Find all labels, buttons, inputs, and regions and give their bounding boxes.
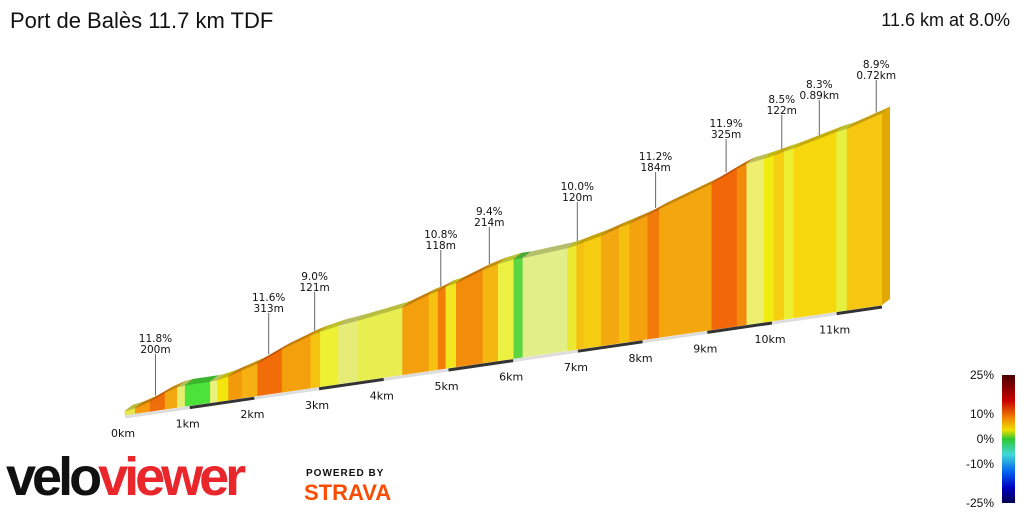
profile-segment <box>793 131 838 319</box>
annotation-gradient: 11.2% <box>639 151 672 163</box>
distance-scale-bar <box>124 406 190 419</box>
profile-segment <box>746 158 765 325</box>
distance-scale-bar <box>189 396 255 410</box>
veloviewer-logo[interactable]: veloviewer <box>6 447 246 507</box>
profile-segment <box>773 150 785 322</box>
annotation-length: 184m <box>640 162 670 174</box>
profile-segment <box>846 112 883 311</box>
climb-summary: 11.6 km at 8.0% <box>881 10 1010 30</box>
distance-tick-label: 2km <box>240 408 264 421</box>
annotation-gradient: 11.6% <box>252 292 285 304</box>
distance-scale-bar <box>383 368 449 381</box>
distance-scale-bar <box>707 321 773 334</box>
profile-segment <box>711 168 738 331</box>
annotation-gradient: 10.0% <box>561 181 594 193</box>
annotation-gradient: 8.9% <box>863 59 890 71</box>
profile-segment <box>310 331 321 389</box>
distance-scale-bar <box>642 330 708 344</box>
profile-segment <box>736 163 748 327</box>
profile-segment <box>177 384 186 408</box>
profile-segment <box>338 320 359 385</box>
annotations: 11.8%200m 11.6%313m 9.0%121m 10.8%118m 9.4%2… <box>139 59 896 396</box>
distance-tick-label: 8km <box>629 352 653 365</box>
profile-segment <box>281 334 311 393</box>
legend-tick-label: 0% <box>977 432 995 446</box>
strava-logo[interactable]: STRAVA <box>304 480 392 505</box>
distance-tick-label: 5km <box>434 380 458 393</box>
profile-segment <box>210 379 218 403</box>
annotation-gradient: 9.0% <box>301 271 328 283</box>
distance-tick-label: 10km <box>754 333 785 346</box>
profile-segment <box>763 154 775 323</box>
annotation-length: 121m <box>299 282 329 294</box>
distance-scale-bar <box>577 340 643 353</box>
profile-segment <box>482 263 499 364</box>
profile-segment <box>647 208 660 340</box>
annotation-gradient: 11.9% <box>709 118 742 130</box>
distance-tick-label: 9km <box>693 342 717 355</box>
profile-segment <box>619 222 630 344</box>
distance-tick-label: 4km <box>370 389 394 402</box>
gradient-legend: 25% 10% 0% -10% -25% <box>966 368 1015 510</box>
annotation-length: 118m <box>426 240 456 252</box>
annotation-length: 200m <box>140 344 170 356</box>
profile-segment <box>836 128 848 312</box>
distance-scale-bar <box>254 387 320 400</box>
powered-by-text: POWERED BY <box>306 468 385 479</box>
annotation-length: 0.89km <box>799 90 839 102</box>
distance-axis: 0km 1km 2km 3km 4km 5km 6km 7km 8km 9km 10km 11km <box>111 305 883 440</box>
distance-tick-label: 11km <box>819 324 850 337</box>
distance-tick-label: 0km <box>111 427 135 440</box>
profile-segment <box>567 244 577 352</box>
annotation-length: 120m <box>562 192 592 204</box>
distance-tick-label: 7km <box>564 361 588 374</box>
profile-segment <box>600 227 620 347</box>
profile-segment <box>455 269 484 368</box>
profile-segment <box>522 247 568 358</box>
annotation-length: 313m <box>254 303 284 315</box>
profile-segment <box>445 282 457 369</box>
distance-tick-label: 1km <box>176 418 200 431</box>
annotation-gradient: 9.4% <box>476 206 503 218</box>
profile-segment <box>784 147 795 320</box>
annotation-gradient: 11.8% <box>139 333 172 345</box>
distance-scale-bar <box>448 359 514 372</box>
profile-segment <box>576 241 585 350</box>
legend-tick-label: -25% <box>966 496 994 510</box>
distance-scale-bar <box>512 349 579 363</box>
profile-segment <box>428 290 439 372</box>
profile-segment <box>584 235 602 349</box>
distance-tick-label: 3km <box>305 399 329 412</box>
annotation-gradient: 8.3% <box>806 79 833 91</box>
profile-segment <box>184 381 211 407</box>
legend-tick-label: 25% <box>970 368 994 382</box>
profile-segment <box>402 294 430 376</box>
annotation-gradient: 10.8% <box>424 229 457 241</box>
distance-tick-label: 6km <box>499 371 523 384</box>
annotation-length: 325m <box>711 129 741 141</box>
profile-segment <box>320 325 339 387</box>
distance-scale-bar <box>836 305 883 316</box>
profile-segment <box>659 182 713 338</box>
profile-segment <box>629 214 649 343</box>
annotation-length: 0.72km <box>856 70 896 82</box>
legend-tick-label: -10% <box>966 457 994 471</box>
profile-segment <box>217 375 229 402</box>
profile-segments <box>124 106 891 416</box>
legend-color-bar <box>1002 375 1015 503</box>
page-title: Port de Balès 11.7 km TDF <box>10 8 274 33</box>
annotation-gradient: 8.5% <box>768 94 795 106</box>
profile-segment <box>513 257 524 359</box>
distance-scale-bar <box>771 312 837 325</box>
annotation-length: 122m <box>767 105 797 117</box>
legend-tick-label: 10% <box>970 407 994 421</box>
annotation-length: 214m <box>474 217 504 229</box>
profile-segment <box>437 286 447 370</box>
distance-scale-bar <box>318 377 385 391</box>
profile-end-face <box>882 107 890 305</box>
profile-segment <box>498 258 515 362</box>
